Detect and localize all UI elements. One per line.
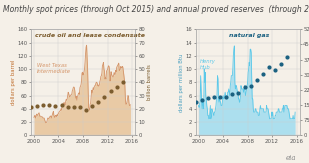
Y-axis label: billion barrels: billion barrels [147, 64, 152, 100]
Point [279, 63, 284, 65]
Point [254, 79, 259, 82]
Point [260, 72, 265, 75]
Point [121, 81, 125, 84]
Point [205, 97, 210, 100]
Point [78, 106, 83, 108]
Y-axis label: dollars per barrel: dollars per barrel [11, 59, 16, 105]
Text: natural gas: natural gas [229, 33, 269, 37]
Point [230, 93, 235, 95]
Y-axis label: dollars per million Btu: dollars per million Btu [179, 53, 184, 111]
Point [193, 100, 198, 103]
Point [53, 105, 58, 108]
Point [285, 55, 290, 58]
Text: Monthly spot prices (through Oct 2015) and annual proved reserves  (through 2014: Monthly spot prices (through Oct 2015) a… [3, 5, 309, 14]
Text: eia: eia [286, 154, 297, 162]
Point [224, 95, 229, 98]
Point [90, 104, 95, 107]
Point [236, 91, 241, 94]
Point [211, 96, 216, 98]
Point [28, 106, 33, 109]
Point [35, 105, 40, 107]
Point [199, 98, 204, 101]
Text: West Texas
Intermediate: West Texas Intermediate [37, 63, 71, 74]
Point [218, 96, 222, 98]
Point [108, 90, 113, 92]
Point [248, 85, 253, 87]
Point [65, 106, 70, 108]
Point [71, 106, 76, 109]
Point [242, 86, 247, 89]
Point [96, 101, 101, 103]
Point [102, 96, 107, 98]
Point [114, 86, 119, 88]
Text: Henry
Hub: Henry Hub [200, 59, 216, 70]
Point [59, 104, 64, 107]
Text: crude oil and lease condensate: crude oil and lease condensate [35, 33, 145, 37]
Point [84, 109, 89, 111]
Point [41, 104, 46, 107]
Point [47, 104, 52, 107]
Point [273, 69, 278, 72]
Point [267, 66, 272, 69]
